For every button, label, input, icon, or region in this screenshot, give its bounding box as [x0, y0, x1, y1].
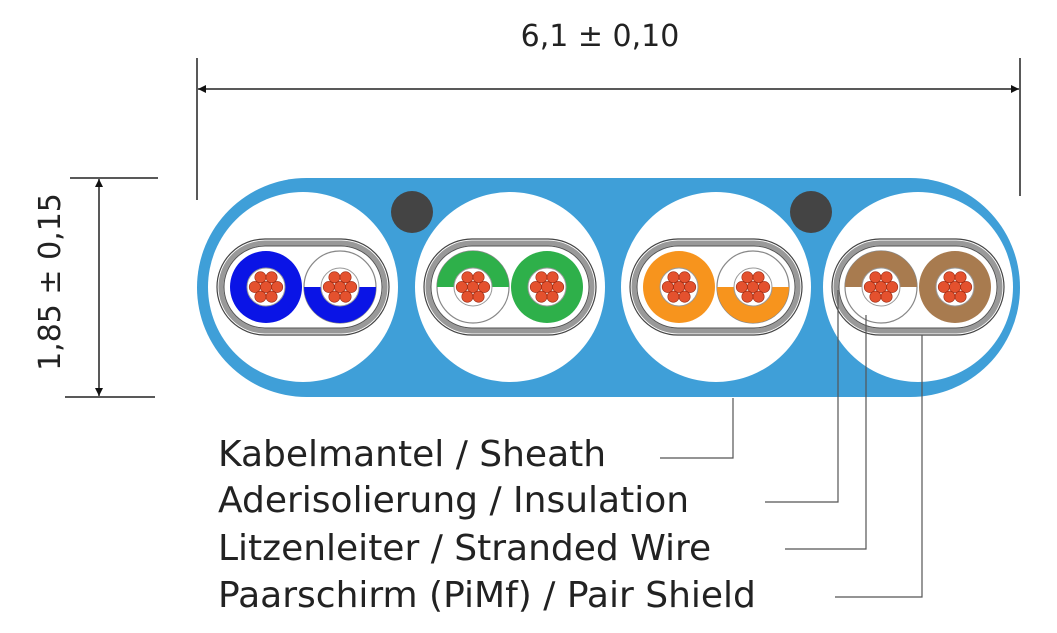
conductor-strand — [661, 281, 674, 293]
drain-wire — [391, 191, 433, 233]
leader-stranded-wire — [785, 315, 867, 550]
leader-insulation — [765, 290, 839, 503]
conductor-strand — [461, 271, 474, 284]
conductor-strand — [954, 271, 967, 284]
conductor-strand — [328, 271, 341, 284]
insulated-wire — [230, 251, 302, 323]
insulated-wire — [716, 250, 790, 324]
label-stranded-wire: Litzenleiter / Stranded Wire — [218, 528, 711, 569]
conductor-strand — [322, 281, 335, 293]
insulated-wire — [919, 251, 991, 323]
conductor-strand — [875, 281, 887, 293]
label-insulation: Aderisolierung / Insulation — [218, 480, 689, 521]
pair-shield — [425, 240, 595, 334]
conductor-strand — [960, 281, 973, 293]
conductor-strand — [461, 290, 474, 303]
wire-pair-green — [415, 192, 605, 382]
pair-shield — [218, 240, 388, 334]
label-sheath: Kabelmantel / Sheath — [218, 434, 606, 475]
conductor-strand — [541, 281, 553, 293]
conductor-strand — [339, 271, 352, 284]
drain-wire — [790, 191, 832, 233]
label-pair-shield: Paarschirm (PiMf) / Pair Shield — [218, 575, 756, 616]
conductor-strand — [535, 271, 548, 284]
conductor-strand — [667, 290, 680, 303]
conductor-strand — [535, 290, 548, 303]
conductor-strand — [546, 290, 559, 303]
wire-pair-brown — [823, 192, 1013, 382]
height-dimension: 1,85 ± 0,15 — [33, 177, 158, 398]
insulated-wire — [436, 250, 510, 324]
conductor-strand — [478, 281, 491, 293]
conductor-strand — [937, 281, 950, 293]
conductor-strand — [741, 290, 754, 303]
insulated-wire — [511, 251, 583, 323]
leader-lines — [660, 290, 923, 598]
conductor-strand — [684, 281, 697, 293]
conductor-strand — [678, 290, 691, 303]
wire-pair-blue — [208, 192, 398, 382]
conductor-strand — [954, 290, 967, 303]
conductor-strand — [869, 290, 882, 303]
conductor-strand — [254, 290, 267, 303]
pair-shield — [631, 240, 801, 334]
conductor-strand — [869, 271, 882, 284]
conductor-strand — [529, 281, 542, 293]
conductor-strand — [747, 281, 759, 293]
conductor-strand — [949, 281, 961, 293]
conductor-strand — [271, 281, 284, 293]
conductor-strand — [467, 281, 479, 293]
conductor-strand — [552, 281, 565, 293]
cable-sheath — [197, 178, 1020, 397]
insulated-wire — [844, 250, 918, 324]
insulated-wire — [643, 251, 715, 323]
conductor-strand — [880, 271, 893, 284]
leader-sheath — [660, 398, 734, 459]
conductor-strand — [334, 281, 346, 293]
conductor-strand — [339, 290, 352, 303]
width-dimension-label: 6,1 ± 0,10 — [521, 19, 680, 54]
conductor-strand — [880, 290, 893, 303]
conductor-strand — [752, 290, 765, 303]
conductor-strand — [667, 271, 680, 284]
conductor-strand — [546, 271, 559, 284]
conductor-strand — [265, 271, 278, 284]
width-dimension: 6,1 ± 0,10 — [196, 19, 1021, 200]
conductor-strand — [741, 271, 754, 284]
conductor-strand — [943, 290, 956, 303]
conductor-strand — [248, 281, 261, 293]
conductor-strand — [758, 281, 771, 293]
conductor-strand — [260, 281, 272, 293]
conductor-strand — [472, 271, 485, 284]
conductor-strand — [345, 281, 358, 293]
insulated-wire — [303, 250, 377, 324]
conductor-strand — [678, 271, 691, 284]
conductor-strand — [735, 281, 748, 293]
conductor-strand — [886, 281, 899, 293]
conductor-strand — [328, 290, 341, 303]
conductor-strand — [455, 281, 468, 293]
conductor-strand — [943, 271, 956, 284]
conductor-strand — [863, 281, 876, 293]
height-dimension-label: 1,85 ± 0,15 — [33, 193, 68, 371]
pair-shield — [833, 240, 1003, 334]
conductor-strand — [265, 290, 278, 303]
conductor-strand — [752, 271, 765, 284]
conductor-strand — [673, 281, 685, 293]
leader-pair-shield — [835, 335, 923, 598]
conductor-strand — [472, 290, 485, 303]
wire-pair-orange — [621, 192, 811, 382]
conductor-strand — [254, 271, 267, 284]
